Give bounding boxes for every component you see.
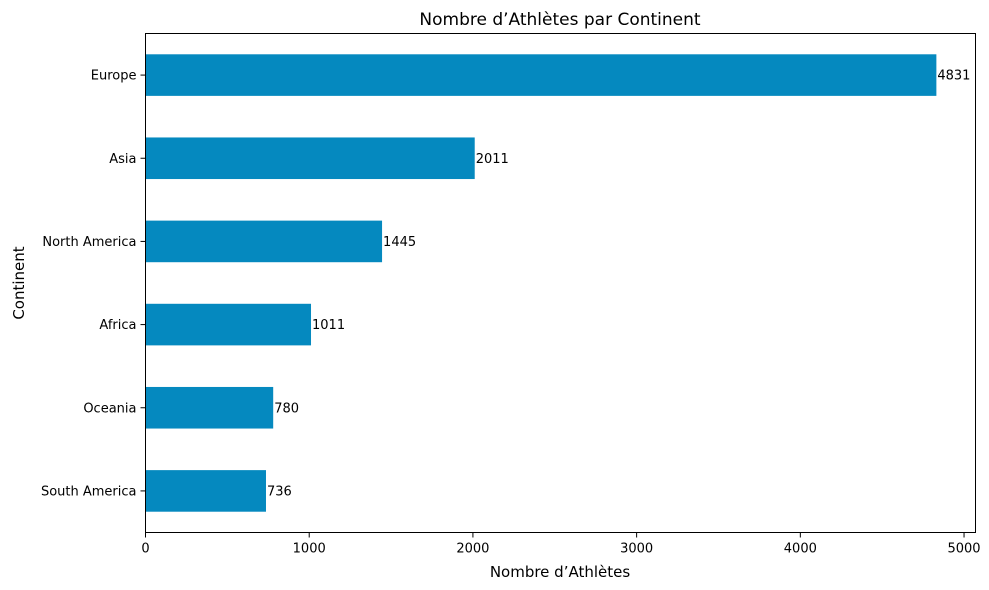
data-label: 1011 [312, 318, 345, 333]
bars-group [145, 54, 937, 512]
x-tick-label: 5000 [947, 542, 980, 557]
data-label: 4831 [937, 69, 970, 84]
bar-oceania [145, 386, 274, 429]
data-label: 736 [267, 484, 292, 499]
y-tick-label: Oceania [83, 401, 136, 416]
y-axis-label: Continent [10, 246, 28, 319]
bar-asia [145, 137, 475, 180]
bar-north-america [145, 220, 383, 263]
chart-title: Nombre d’Athlètes par Continent [419, 10, 701, 30]
y-tick-label: North America [42, 235, 136, 250]
data-label: 2011 [476, 152, 509, 167]
x-tick-label: 4000 [784, 542, 817, 557]
x-tick-label: 0 [141, 542, 149, 557]
y-tick-label: Europe [91, 69, 137, 84]
bar-africa [145, 303, 312, 346]
y-tick-label: Asia [109, 152, 136, 167]
x-axis-label: Nombre d’Athlètes [490, 563, 631, 581]
data-labels: 4831 2011 1445 1011 780 736 [267, 69, 970, 500]
plot-frame [145, 33, 976, 533]
bar-south-america [145, 470, 266, 512]
data-label: 1445 [383, 235, 416, 250]
y-tick-labels: Europe Asia North America Africa Oceania Sout… [41, 69, 146, 499]
x-tick-label: 1000 [293, 542, 326, 557]
x-tick-label: 2000 [456, 542, 489, 557]
bar-europe [145, 54, 937, 96]
x-ticks: 0 1000 2000 3000 4000 5000 [141, 532, 981, 557]
y-tick-label: Africa [99, 318, 136, 333]
y-tick-label: South America [41, 484, 137, 499]
data-label: 780 [274, 401, 299, 416]
x-tick-label: 3000 [620, 542, 653, 557]
